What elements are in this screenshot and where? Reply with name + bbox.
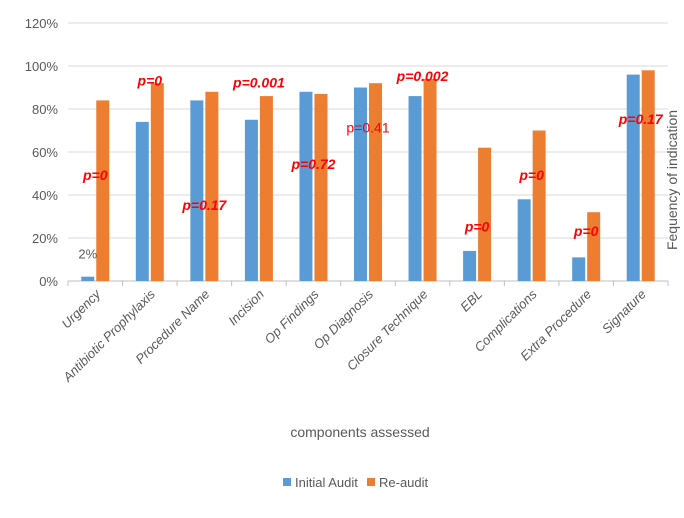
bar-re-audit — [314, 93, 328, 281]
y-tick-label: 100% — [25, 59, 59, 74]
bar-initial-audit — [354, 87, 367, 281]
p-value-annotation: p=0.17 — [181, 197, 227, 213]
bar-re-audit — [96, 100, 110, 282]
bar-initial-audit — [244, 119, 258, 281]
x-tick-label: Antibiotic Prophylaxis — [59, 286, 158, 385]
x-tick-label: Op Findings — [261, 286, 322, 347]
legend-swatch — [367, 478, 375, 486]
bar-re-audit — [423, 78, 437, 282]
bar-initial-audit — [572, 257, 586, 281]
x-tick-label: Signature — [599, 287, 649, 337]
p-value-annotation: p=0 — [573, 223, 599, 239]
bar-initial-audit — [299, 91, 313, 281]
bar-initial-audit — [517, 199, 531, 281]
bar-re-audit — [587, 212, 601, 281]
x-tick-label: Incision — [225, 287, 267, 329]
y-tick-label: 40% — [32, 188, 58, 203]
p-value-annotation: p=0 — [137, 72, 163, 88]
bar-initial-audit — [135, 121, 149, 282]
legend-label: Re-audit — [379, 475, 429, 490]
y-tick-label: 60% — [32, 145, 58, 160]
bar-initial-audit — [81, 276, 95, 281]
bar-re-audit — [532, 130, 546, 281]
y-tick-label: 20% — [32, 231, 58, 246]
data-label: 2% — [78, 247, 97, 262]
bar-re-audit — [369, 83, 382, 281]
legend-swatch — [283, 478, 291, 486]
p-value-annotation: p=0.41 — [346, 120, 389, 136]
bar-re-audit — [641, 70, 655, 281]
p-value-annotation: p=0.72 — [290, 156, 335, 172]
p-value-annotation: p=0 — [464, 219, 490, 235]
bar-re-audit — [478, 147, 492, 281]
bar-initial-audit — [463, 250, 477, 281]
bar-initial-audit — [626, 74, 640, 281]
x-axis-title: components assessed — [290, 424, 429, 440]
bar-initial-audit — [190, 100, 204, 282]
y-tick-label: 120% — [25, 16, 59, 31]
p-value-annotation: p=0.002 — [396, 68, 449, 84]
p-value-annotation: p=0 — [82, 167, 108, 183]
p-value-annotation: p=0.001 — [232, 75, 285, 91]
bar-initial-audit — [408, 96, 422, 281]
x-tick-label: Urgency — [59, 285, 105, 331]
y-axis-title: Fequency of indication — [664, 110, 680, 250]
legend-label: Initial Audit — [295, 475, 358, 490]
x-tick-label: EBL — [457, 287, 485, 315]
bar-re-audit — [150, 83, 164, 281]
bar-re-audit — [205, 91, 219, 281]
y-tick-label: 80% — [32, 102, 58, 117]
y-tick-label: 0% — [39, 274, 58, 289]
p-value-annotation: p=0 — [518, 167, 544, 183]
bar-re-audit — [259, 96, 273, 281]
p-value-annotation: p=0.17 — [618, 111, 664, 127]
